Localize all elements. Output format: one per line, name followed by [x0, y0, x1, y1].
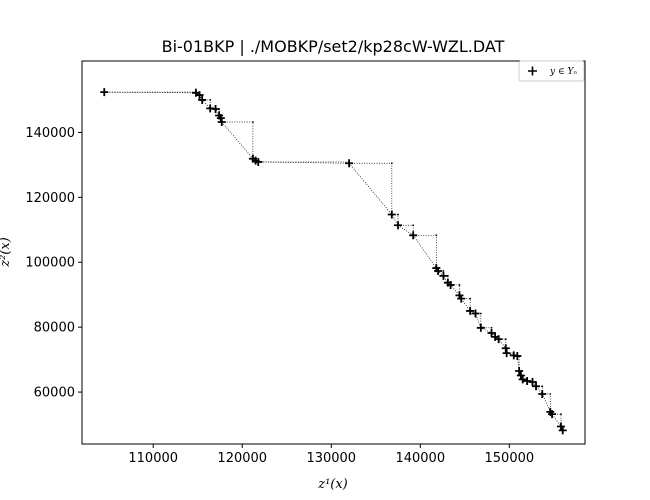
staircase-segment — [412, 234, 437, 270]
legend-box — [518, 60, 585, 82]
y-tick-label: 80000 — [34, 321, 75, 336]
corner-point — [397, 213, 399, 216]
legend-label: y ∈ Yₙ — [549, 67, 577, 77]
staircase-segment — [450, 284, 460, 297]
data-point-marker — [528, 378, 537, 387]
corner-point — [541, 385, 544, 388]
data-point-marker — [195, 91, 204, 100]
x-tick-label: 140000 — [395, 451, 445, 466]
x-tick-label: 150000 — [485, 451, 535, 466]
staircase-segment — [541, 393, 551, 413]
data-point-marker — [254, 157, 263, 166]
data-point-marker — [434, 267, 443, 276]
data-point-marker — [558, 426, 567, 435]
corner-point — [252, 121, 254, 123]
data-point-marker — [515, 366, 524, 375]
y-axis: 60000 80000 100000 120000 140000 — [25, 126, 82, 401]
staircase-segment — [460, 298, 471, 313]
data-point-marker — [548, 410, 557, 419]
data-point-marker — [538, 390, 547, 399]
corner-point — [446, 274, 449, 277]
staircase-segment — [391, 214, 399, 227]
y-axis-label: z²(x) — [0, 237, 13, 268]
corner-point — [560, 413, 562, 416]
y-tick-label: 60000 — [34, 386, 75, 401]
data-point-marker — [556, 422, 565, 431]
data-point-marker — [409, 231, 418, 240]
corner-point — [458, 284, 461, 286]
x-tick-label: 130000 — [306, 451, 356, 466]
corner-point — [442, 270, 445, 272]
corner-point — [469, 297, 472, 300]
staircase-segment — [397, 224, 414, 236]
data-point-marker — [387, 210, 396, 219]
corner-point — [479, 312, 482, 315]
staircase-segment — [221, 121, 254, 160]
corner-point — [412, 224, 415, 227]
staircase-lines — [104, 91, 564, 431]
data-point-marker — [494, 335, 503, 344]
staircase-segment — [348, 162, 393, 216]
data-point-marker — [100, 88, 109, 97]
x-axis-label: z¹(x) — [317, 477, 348, 492]
staircase-segment — [104, 91, 197, 94]
data-point-marker — [394, 221, 403, 230]
data-point-marker — [198, 95, 207, 104]
data-point-marker — [476, 323, 485, 332]
data-point-marker — [217, 118, 226, 127]
data-point-marker — [518, 375, 527, 384]
data-point-marker — [532, 382, 541, 391]
data-point-marker — [513, 352, 522, 361]
corner-point — [209, 99, 212, 101]
x-tick-label: 110000 — [128, 451, 178, 466]
staircase-segment — [535, 385, 543, 396]
corner-point — [490, 326, 493, 329]
x-tick-label: 120000 — [217, 451, 267, 466]
data-point-marker — [471, 309, 480, 318]
staircase-segment — [498, 338, 507, 350]
plot-frame — [81, 60, 586, 445]
data-point-marker — [211, 105, 220, 114]
data-point-marker — [446, 280, 455, 289]
data-point-marker — [439, 271, 448, 280]
corner-point — [435, 234, 438, 237]
data-point-marker — [466, 306, 475, 315]
staircase-segment — [494, 336, 499, 340]
data-point-marker — [516, 371, 525, 380]
staircase-segment — [201, 99, 211, 110]
staircase-segment — [195, 92, 200, 96]
data-point-marker — [502, 349, 511, 358]
corner-point — [504, 338, 507, 341]
data-points — [100, 88, 567, 435]
chart-title: Bi-01BKP | ./MOBKP/set2/kp28cW-WZL.DAT — [162, 37, 505, 56]
data-point-marker — [457, 294, 466, 303]
y-tick-label: 120000 — [25, 191, 75, 206]
y-tick-label: 140000 — [25, 126, 75, 141]
legend: y ∈ Yₙ — [518, 60, 585, 82]
staircase-segment — [258, 161, 350, 164]
legend-marker-icon — [528, 66, 537, 76]
corner-point — [549, 393, 552, 395]
data-point-marker — [523, 377, 532, 386]
staircase-segment — [551, 413, 562, 428]
x-axis: 110000 120000 130000 140000 150000 — [128, 444, 534, 466]
data-point-marker — [345, 159, 354, 168]
corner-point — [390, 162, 393, 165]
y-tick-label: 100000 — [25, 256, 75, 271]
